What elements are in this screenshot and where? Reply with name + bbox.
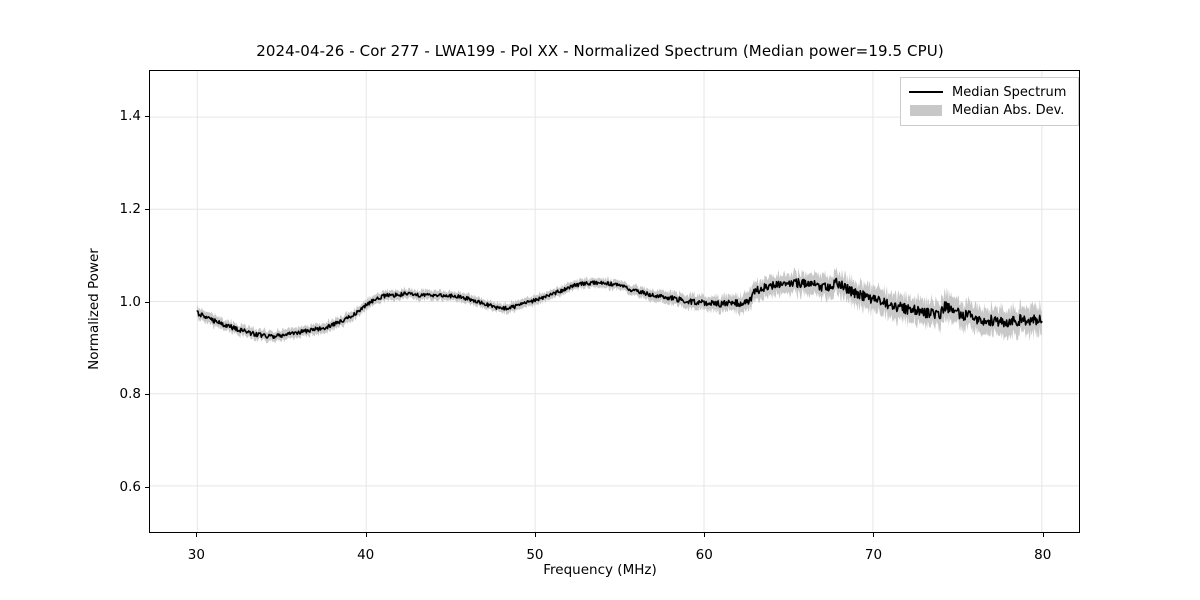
y-tick-label: 0.8 — [119, 386, 141, 403]
y-tick-label: 1.4 — [119, 108, 141, 125]
median-spectrum-line — [196, 277, 1043, 340]
y-tick-mark — [145, 208, 149, 210]
y-tick-label: 1.2 — [119, 200, 141, 217]
chart-title: 2024-04-26 - Cor 277 - LWA199 - Pol XX -… — [256, 42, 944, 60]
x-tick-mark — [365, 533, 367, 537]
legend-line-icon — [909, 85, 943, 99]
legend-label-median-spectrum: Median Spectrum — [952, 84, 1067, 100]
y-tick-label: 1.0 — [119, 293, 141, 310]
y-tick-mark — [145, 116, 149, 118]
y-axis-label: Normalized Power — [86, 248, 102, 370]
x-tick-mark — [534, 533, 536, 537]
y-tick-mark — [145, 394, 149, 396]
legend: Median Spectrum Median Abs. Dev. — [900, 77, 1079, 126]
x-tick-label: 80 — [1034, 547, 1052, 563]
x-axis-label: Frequency (MHz) — [543, 562, 657, 578]
x-tick-mark — [1042, 533, 1044, 537]
legend-entry-median-spectrum: Median Spectrum — [909, 83, 1070, 101]
plot-area — [149, 70, 1080, 533]
x-tick-label: 70 — [864, 547, 883, 563]
legend-entry-median-abs-dev: Median Abs. Dev. — [909, 101, 1070, 119]
x-tick-label: 40 — [357, 547, 375, 563]
x-tick-label: 60 — [695, 547, 713, 563]
legend-patch-icon — [909, 103, 943, 117]
x-tick-label: 50 — [526, 547, 544, 563]
chart-canvas — [150, 71, 1079, 532]
x-tick-label: 30 — [187, 547, 205, 563]
x-tick-mark — [873, 533, 875, 537]
y-tick-mark — [145, 301, 149, 303]
x-tick-mark — [704, 533, 706, 537]
y-tick-mark — [145, 486, 149, 488]
x-tick-mark — [196, 533, 198, 537]
y-tick-label: 0.6 — [119, 478, 141, 495]
legend-label-median-abs-dev: Median Abs. Dev. — [952, 102, 1065, 118]
